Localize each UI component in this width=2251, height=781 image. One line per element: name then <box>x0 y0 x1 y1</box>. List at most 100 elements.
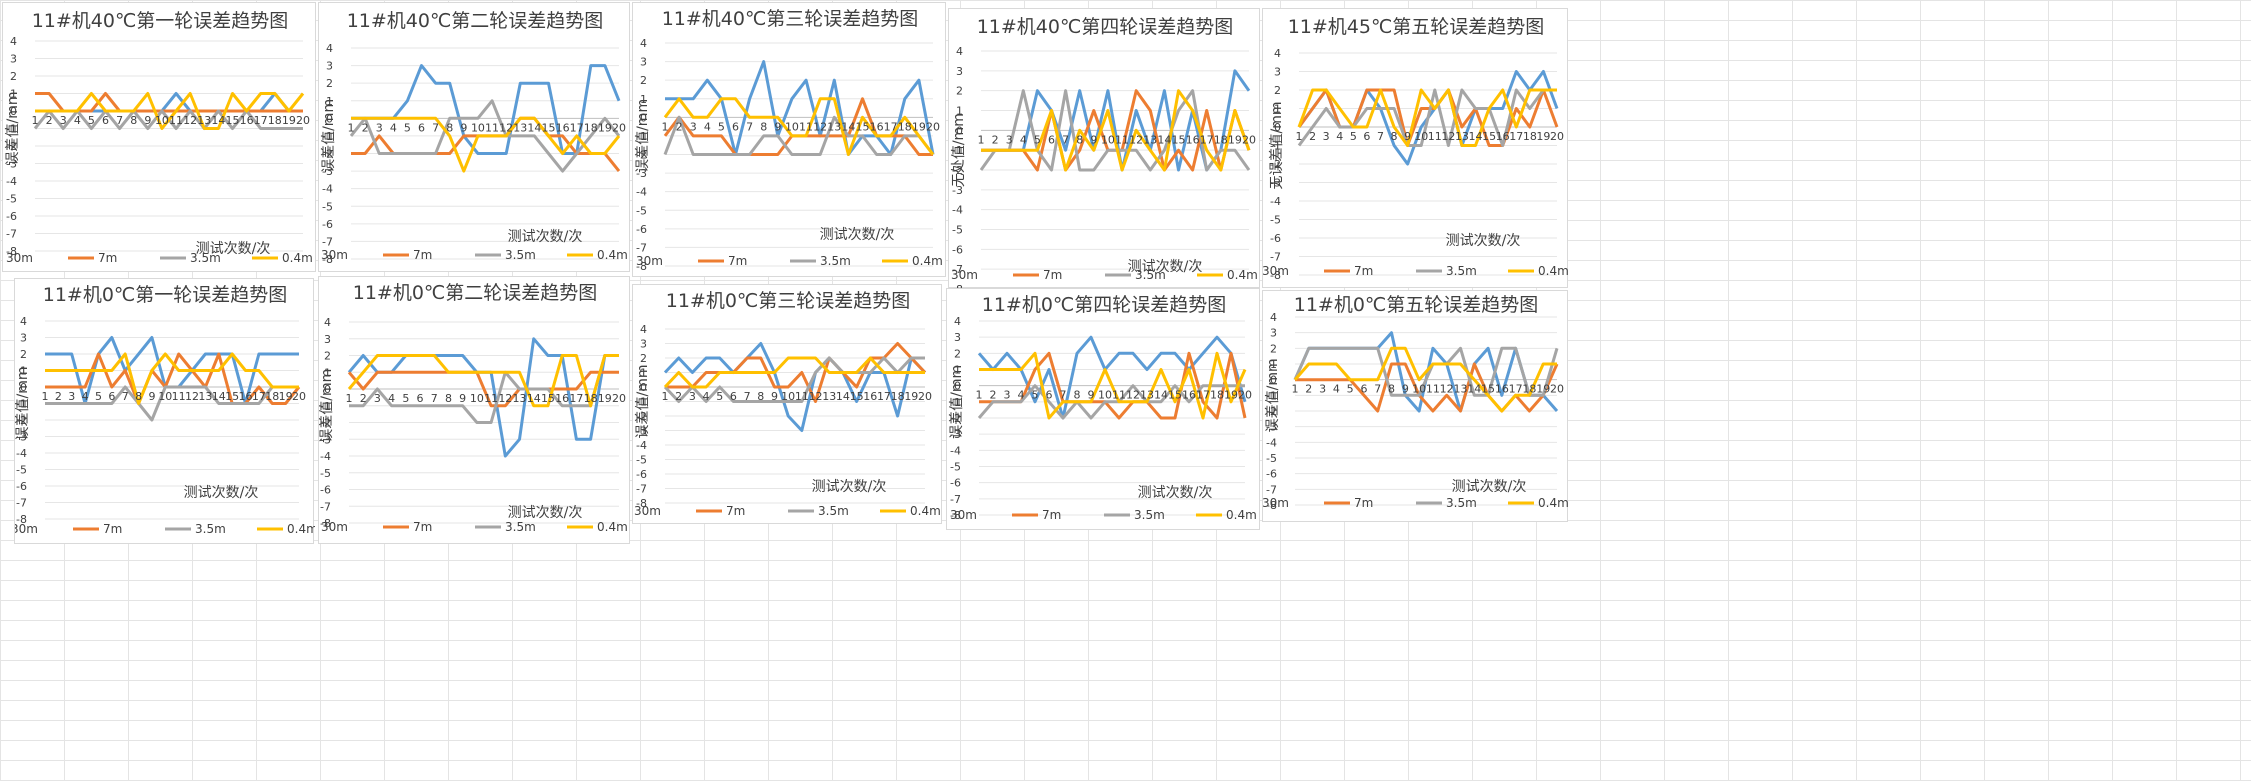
legend-label: 7m <box>1354 264 1373 278</box>
x-tick-label: 5 <box>95 390 102 403</box>
x-tick-label: 3 <box>1323 130 1330 143</box>
x-axis-label: 测试次数/次 <box>1138 485 1213 501</box>
x-tick-label: 15 <box>1482 130 1496 143</box>
x-tick-label: 14 <box>841 120 855 133</box>
y-tick-label: -6 <box>320 484 331 497</box>
y-tick-label: -7 <box>320 500 331 513</box>
y-tick-label: 4 <box>326 42 333 55</box>
y-tick-label: 4 <box>640 37 647 50</box>
x-tick-label: 4 <box>74 114 81 127</box>
x-tick-label: 14 <box>212 390 226 403</box>
legend-label: 7m <box>98 251 117 265</box>
legend-label: 30m <box>15 522 38 536</box>
y-tick-label: -3 <box>320 433 331 446</box>
legend-label: 7m <box>1354 496 1373 510</box>
y-tick-label: -4 <box>16 447 27 460</box>
y-tick-label: -4 <box>322 183 333 196</box>
legend-label: 0.4m <box>1227 268 1258 282</box>
y-tick-label: -4 <box>6 175 17 188</box>
y-tick-label: 4 <box>1270 311 1277 324</box>
y-tick-label: 4 <box>20 315 27 328</box>
series-line-3.5m <box>1297 88 1557 147</box>
x-tick-label: 10 <box>1412 383 1426 396</box>
y-tick-label: -8 <box>322 253 333 266</box>
legend-label: 3.5m <box>1446 496 1477 510</box>
y-tick-label: -2 <box>636 149 647 162</box>
x-tick-label: 12 <box>813 120 827 133</box>
y-tick-label: 4 <box>1274 47 1281 60</box>
x-tick-label: 10 <box>1414 130 1428 143</box>
x-tick-label: 16 <box>863 390 877 403</box>
x-tick-label: 8 <box>760 120 767 133</box>
x-tick-label: 17 <box>1509 383 1523 396</box>
x-tick-label: 13 <box>827 120 841 133</box>
x-tick-label: 2 <box>46 114 53 127</box>
legend-label: 30m <box>951 268 978 282</box>
y-tick-label: -4 <box>952 204 963 217</box>
chart-title: 11#机0℃第五轮误差趋势图 <box>1294 294 1539 316</box>
legend-label: 0.4m <box>1538 496 1569 510</box>
y-tick-label: -6 <box>950 477 961 490</box>
x-tick-label: 11 <box>1426 383 1440 396</box>
x-tick-label: 4 <box>1336 130 1343 143</box>
legend-label: 0.4m <box>912 254 943 268</box>
x-tick-label: 8 <box>135 390 142 403</box>
legend-label: 0.4m <box>597 520 628 534</box>
x-tick-label: 16 <box>239 390 253 403</box>
chart-title: 11#机45℃第五轮误差趋势图 <box>1288 16 1545 38</box>
y-tick-label: -4 <box>636 439 647 452</box>
y-tick-label: 3 <box>954 331 961 344</box>
x-tick-label: 9 <box>1404 130 1411 143</box>
x-tick-label: 10 <box>155 114 169 127</box>
x-axis-label: 测试次数/次 <box>184 485 259 501</box>
x-tick-label: 5 <box>402 392 409 405</box>
y-axis-label: 误差值/mm <box>1265 358 1281 432</box>
x-tick-label: 9 <box>1088 389 1095 402</box>
x-axis-label: 测试次数/次 <box>820 227 895 243</box>
x-tick-label: 19 <box>1228 133 1242 146</box>
x-tick-label: 16 <box>1495 383 1509 396</box>
x-tick-label: 13 <box>513 392 527 405</box>
legend-label: 3.5m <box>195 522 226 536</box>
x-tick-label: 8 <box>1074 389 1081 402</box>
x-tick-label: 16 <box>555 392 569 405</box>
x-tick-label: 9 <box>459 392 466 405</box>
x-tick-label: 19 <box>1536 130 1550 143</box>
x-tick-label: 12 <box>809 390 823 403</box>
x-tick-label: 13 <box>197 114 211 127</box>
y-tick-label: -1 <box>952 144 963 157</box>
x-tick-label: 2 <box>55 390 62 403</box>
x-tick-label: 20 <box>918 390 932 403</box>
x-tick-label: 11 <box>1112 389 1126 402</box>
x-tick-label: 9 <box>1402 383 1409 396</box>
y-tick-label: 0 <box>326 112 333 125</box>
x-axis-label: 测试次数/次 <box>196 241 271 257</box>
y-tick-label: 1 <box>1274 103 1281 116</box>
x-tick-label: 11 <box>1115 133 1129 146</box>
y-tick-label: 4 <box>10 35 17 48</box>
x-tick-label: 20 <box>926 120 940 133</box>
x-tick-label: 8 <box>446 121 453 134</box>
y-axis-label: 误差值/mm <box>635 99 651 173</box>
y-tick-label: -6 <box>322 218 333 231</box>
x-tick-label: 1 <box>42 390 49 403</box>
x-tick-label: 18 <box>265 390 279 403</box>
x-tick-label: 3 <box>1004 389 1011 402</box>
y-tick-label: -7 <box>636 241 647 254</box>
panel-40c-round4: 11#机40℃第四轮误差趋势图43210-1-2-3-4-5-6-7-81234… <box>948 8 1260 289</box>
y-tick-label: -5 <box>322 200 333 213</box>
x-tick-label: 14 <box>527 121 541 134</box>
x-tick-label: 19 <box>912 120 926 133</box>
x-tick-label: 13 <box>513 121 527 134</box>
y-tick-label: -2 <box>1270 158 1281 171</box>
legend-label: 3.5m <box>1135 268 1166 282</box>
x-tick-label: 8 <box>1391 130 1398 143</box>
x-tick-label: 1 <box>662 390 669 403</box>
y-tick-label: -8 <box>636 260 647 273</box>
y-axis-label: 误差值/mm <box>15 367 31 441</box>
panel-45c-round5: 11#机45℃第五轮误差趋势图 4 3 2 1 0 -1 -2 -3 -4 -5 -6 -7 -8 1 2 3 4… <box>1262 8 1569 288</box>
